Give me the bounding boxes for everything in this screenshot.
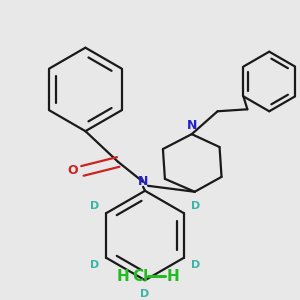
- Text: N: N: [138, 175, 148, 188]
- Text: O: O: [67, 164, 78, 177]
- Text: D: D: [191, 260, 200, 270]
- Text: N: N: [187, 119, 197, 132]
- Text: H: H: [117, 269, 130, 284]
- Text: D: D: [90, 260, 99, 270]
- Text: D: D: [140, 289, 150, 299]
- Text: Cl: Cl: [132, 269, 148, 284]
- Text: D: D: [90, 201, 99, 211]
- Text: D: D: [191, 201, 200, 211]
- Text: H: H: [167, 269, 179, 284]
